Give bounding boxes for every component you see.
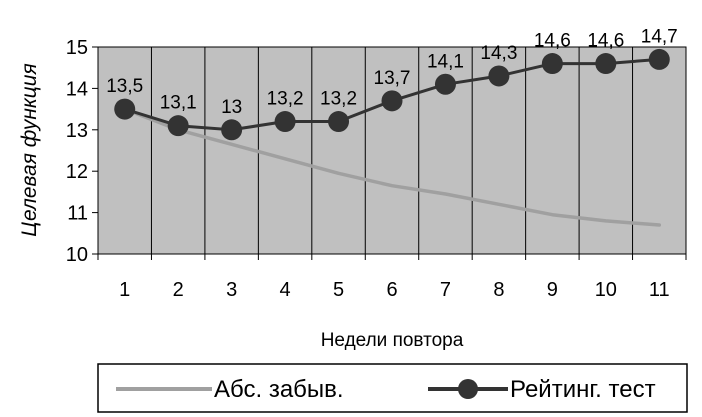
x-tick-label: 11 (649, 279, 670, 301)
data-label: 14,1 (427, 51, 464, 72)
data-point (381, 90, 403, 112)
x-tick-label: 8 (493, 279, 504, 301)
legend: Абс. забыв. Рейтинг. тест (97, 363, 688, 413)
data-label: 14,6 (534, 31, 571, 52)
data-label: 14,6 (587, 31, 624, 52)
series-layer (114, 48, 670, 227)
data-point (648, 48, 670, 70)
y-tick-label: 15 (66, 37, 88, 59)
data-point (167, 115, 189, 137)
data-label: 13,5 (106, 76, 143, 97)
x-tick-label: 6 (386, 279, 397, 301)
x-tick-label: 7 (440, 279, 451, 301)
y-tick-label: 13 (66, 120, 88, 142)
x-tick-label: 2 (173, 279, 184, 301)
data-label: 13,2 (267, 89, 304, 110)
x-axis-title: Недели повтора (321, 330, 464, 351)
data-point (541, 53, 563, 75)
legend-marker-rating (458, 379, 478, 399)
data-labels: 13,5 13,1 13 13,2 13,2 13,7 14,1 14,3 14,6 14,6 14… (106, 26, 678, 117)
y-tick-label: 11 (67, 203, 88, 225)
legend-label-abs: Абс. забыв. (214, 376, 344, 403)
data-label: 13,2 (320, 89, 357, 110)
legend-label-rating: Рейтинг. тест (510, 376, 656, 403)
x-tick-label: 1 (119, 279, 130, 301)
y-tick-label: 10 (66, 244, 88, 266)
x-tick-label: 4 (280, 279, 291, 301)
data-label: 13 (221, 97, 242, 118)
data-label: 14,7 (641, 26, 678, 47)
x-tick-label: 5 (333, 279, 344, 301)
data-label: 13,1 (160, 93, 197, 114)
data-point (114, 98, 136, 120)
y-tick-label: 14 (66, 78, 88, 100)
data-point (488, 65, 510, 87)
x-tick-label: 3 (226, 279, 237, 301)
data-point (274, 111, 296, 133)
data-label: 13,7 (374, 68, 411, 89)
data-point (595, 53, 617, 75)
y-axis-title: Целевая функция (18, 63, 41, 236)
x-tick-label: 10 (595, 279, 617, 301)
series-line-0 (122, 107, 662, 227)
data-point (328, 111, 350, 133)
y-tick-label: 12 (66, 161, 88, 183)
data-label: 14,3 (480, 43, 517, 64)
data-point (221, 119, 243, 141)
grid-lines (150, 47, 634, 254)
data-point (434, 73, 456, 95)
x-tick-label: 9 (547, 279, 558, 301)
